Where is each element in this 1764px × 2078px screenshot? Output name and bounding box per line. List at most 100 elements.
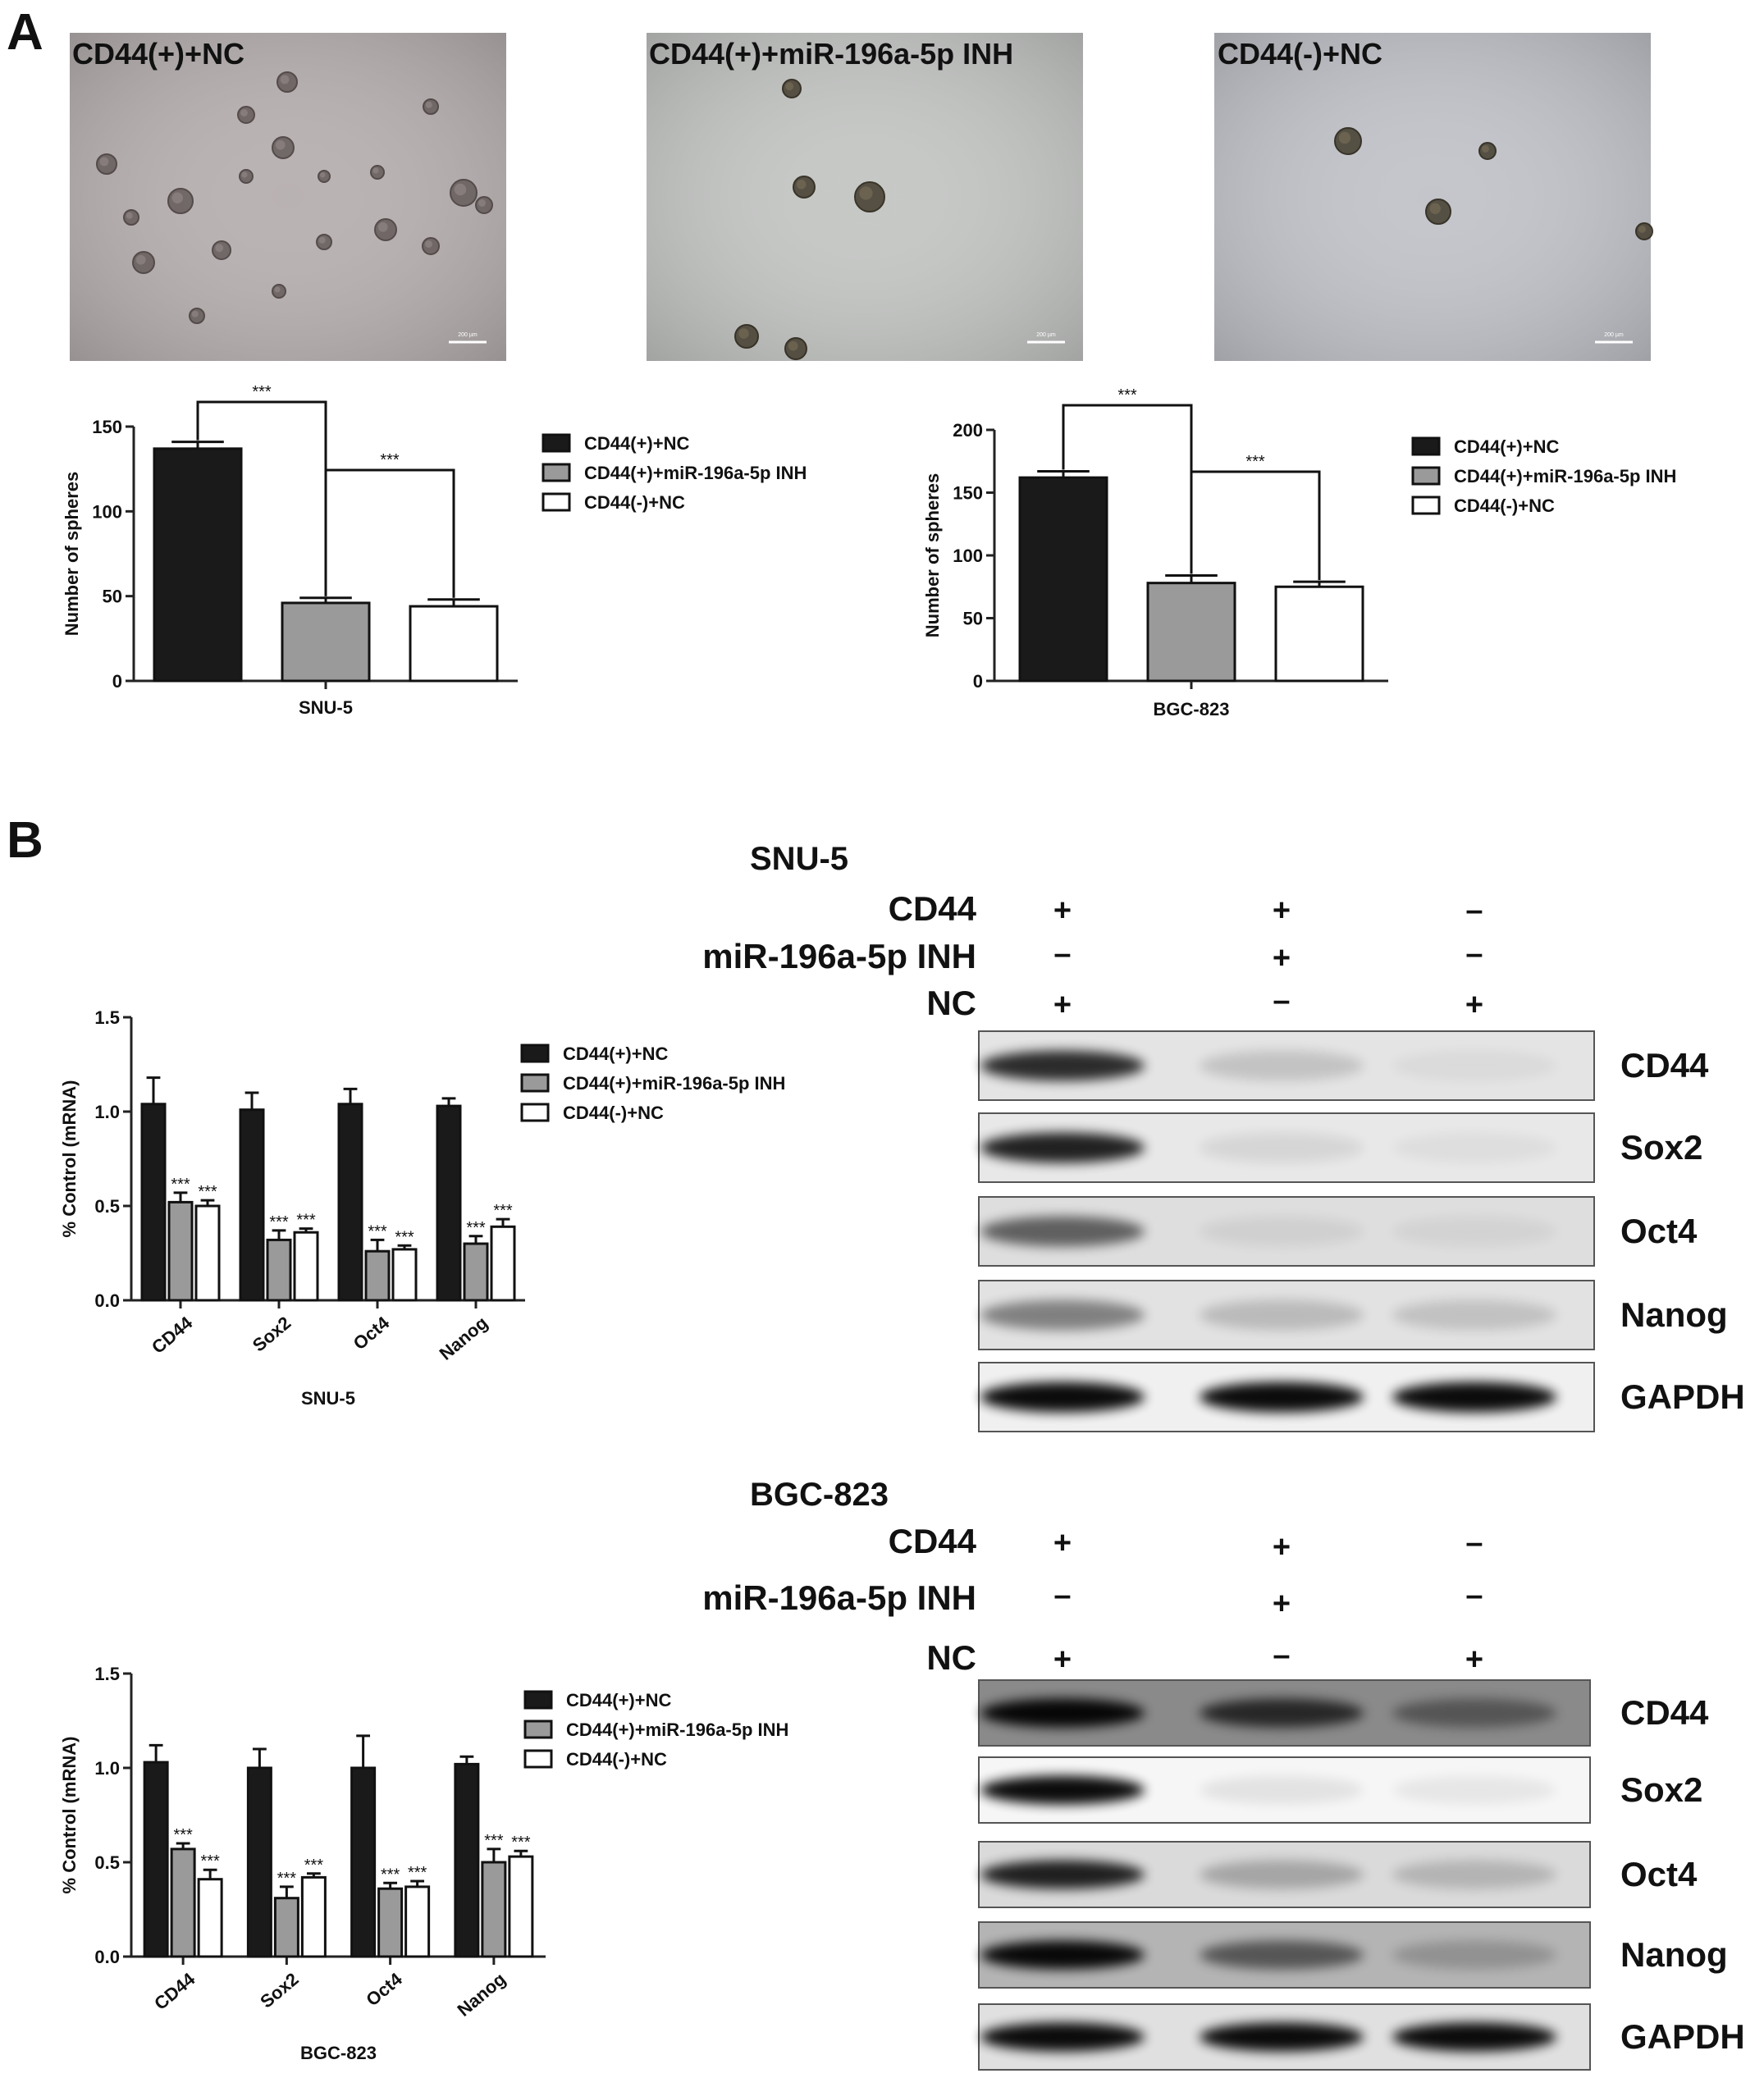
- condition-label: miR-196a-5p INH: [702, 1578, 976, 1617]
- spheroid-highlight: [1429, 203, 1441, 214]
- y-tick-label: 1.5: [94, 1664, 120, 1684]
- condition-sign: +: [1053, 1642, 1072, 1677]
- x-axis-label: BGC-823: [1154, 699, 1230, 719]
- legend-swatch: [520, 1044, 550, 1063]
- spheroid-highlight: [275, 139, 286, 150]
- protein-band: [980, 1132, 1145, 1163]
- legend-label: CD44(-)+NC: [584, 492, 685, 513]
- protein-band: [1200, 1216, 1364, 1247]
- x-tick-label: Sox2: [256, 1969, 302, 2012]
- panel-label-b: B: [7, 812, 43, 869]
- significance-marker: ***: [466, 1219, 486, 1237]
- significance-marker: ***: [198, 1183, 217, 1201]
- y-axis-label: Number of spheres: [922, 473, 943, 638]
- legend-label: CD44(+)+miR-196a-5p INH: [566, 1719, 788, 1740]
- condition-sign: –: [1465, 1526, 1483, 1560]
- y-tick-label: 1.0: [94, 1758, 120, 1779]
- bar: [364, 1249, 391, 1302]
- significance-marker: ***: [171, 1176, 190, 1194]
- blot-cell-line-label: BGC-823: [750, 1477, 889, 1513]
- legend-swatch: [542, 433, 571, 453]
- protein-label: Nanog: [1620, 1935, 1728, 1974]
- protein-band: [1200, 2022, 1364, 2052]
- y-tick-label: 50: [963, 609, 983, 629]
- spheroid-highlight: [425, 101, 432, 108]
- condition-sign: +: [1465, 988, 1483, 1022]
- protein-label: Oct4: [1620, 1855, 1698, 1893]
- significance-marker: ***: [493, 1202, 513, 1220]
- micrograph-title: CD44(+)+NC: [72, 37, 244, 71]
- significance-bracket: [324, 468, 455, 598]
- spheroid-highlight: [241, 171, 248, 178]
- significance-label: ***: [1245, 453, 1265, 471]
- x-axis-label: BGC-823: [300, 2043, 377, 2063]
- significance-label: ***: [252, 383, 272, 401]
- protein-band: [1392, 1299, 1556, 1331]
- protein-band: [1392, 1216, 1556, 1247]
- significance-label: ***: [380, 451, 400, 469]
- bar: [239, 1108, 265, 1302]
- condition-sign: –: [1465, 937, 1483, 971]
- y-tick-label: 1.0: [94, 1102, 120, 1122]
- protein-label: CD44: [1620, 1693, 1709, 1732]
- bar: [463, 1242, 489, 1302]
- significance-marker: ***: [484, 1832, 504, 1850]
- spheroid-highlight: [738, 328, 749, 339]
- legend-label: CD44(-)+NC: [1454, 496, 1555, 516]
- x-tick-label: Oct4: [350, 1312, 394, 1354]
- spheroid-highlight: [478, 199, 486, 207]
- spheroid-highlight: [796, 179, 807, 190]
- protein-band: [980, 1216, 1145, 1247]
- y-axis-label: % Control (mRNA): [59, 1080, 80, 1238]
- y-tick-label: 1.5: [94, 1007, 120, 1028]
- bar: [1274, 585, 1364, 683]
- protein-band: [1392, 1775, 1556, 1805]
- significance-marker: ***: [173, 1826, 193, 1844]
- significance-marker: ***: [269, 1213, 289, 1231]
- spheroid-highlight: [1338, 131, 1351, 144]
- legend-label: CD44(+)+miR-196a-5p INH: [563, 1073, 785, 1094]
- bar: [153, 447, 243, 683]
- protein-band: [1392, 1132, 1556, 1163]
- bar: [337, 1103, 363, 1302]
- condition-sign: –: [1053, 937, 1071, 971]
- legend-swatch: [520, 1103, 550, 1122]
- spheroid-highlight: [240, 109, 248, 116]
- bar: [281, 601, 371, 683]
- legend-label: CD44(+)+miR-196a-5p INH: [1454, 466, 1676, 486]
- significance-marker: ***: [200, 1852, 220, 1870]
- legend-label: CD44(-)+NC: [563, 1103, 664, 1123]
- significance-marker: ***: [296, 1212, 316, 1230]
- micrograph-cd44pos-inh: CD44(+)+miR-196a-5p INH 200 µm: [647, 33, 1083, 361]
- protein-band: [980, 1940, 1145, 1970]
- scale-bar-label: 200 µm: [1604, 332, 1624, 338]
- spheroid-highlight: [171, 192, 183, 203]
- spheroid-highlight: [215, 244, 224, 253]
- micrograph-cd44pos-nc: CD44(+)+NC 200 µm: [70, 33, 506, 361]
- significance-bracket: [1190, 470, 1321, 581]
- chart-mrna-snu5: 0.0 0.5 1.0 1.5 % Control (mRNA) CD44 *** *** So…: [59, 1007, 785, 1409]
- bar: [140, 1103, 167, 1302]
- bar: [377, 1887, 404, 1958]
- y-tick-label: 50: [103, 587, 122, 607]
- spheroid-highlight: [788, 340, 798, 351]
- bar: [246, 1766, 272, 1958]
- significance-marker: ***: [408, 1864, 427, 1882]
- protein-band: [1392, 1698, 1556, 1728]
- bar: [1018, 476, 1108, 683]
- protein-band: [1200, 1860, 1364, 1889]
- condition-sign: +: [1053, 893, 1072, 928]
- condition-sign: +: [1273, 1587, 1291, 1621]
- panel-label-a: A: [7, 4, 43, 61]
- protein-band: [1392, 1940, 1556, 1970]
- condition-sign: +: [1465, 1642, 1483, 1677]
- bar: [266, 1238, 292, 1302]
- protein-label: GAPDH: [1620, 2017, 1745, 2056]
- protein-band: [980, 2022, 1145, 2052]
- spheroid-highlight: [191, 310, 199, 317]
- protein-band: [1392, 1382, 1556, 1413]
- protein-band: [1200, 1132, 1364, 1163]
- spheroid-highlight: [135, 254, 146, 265]
